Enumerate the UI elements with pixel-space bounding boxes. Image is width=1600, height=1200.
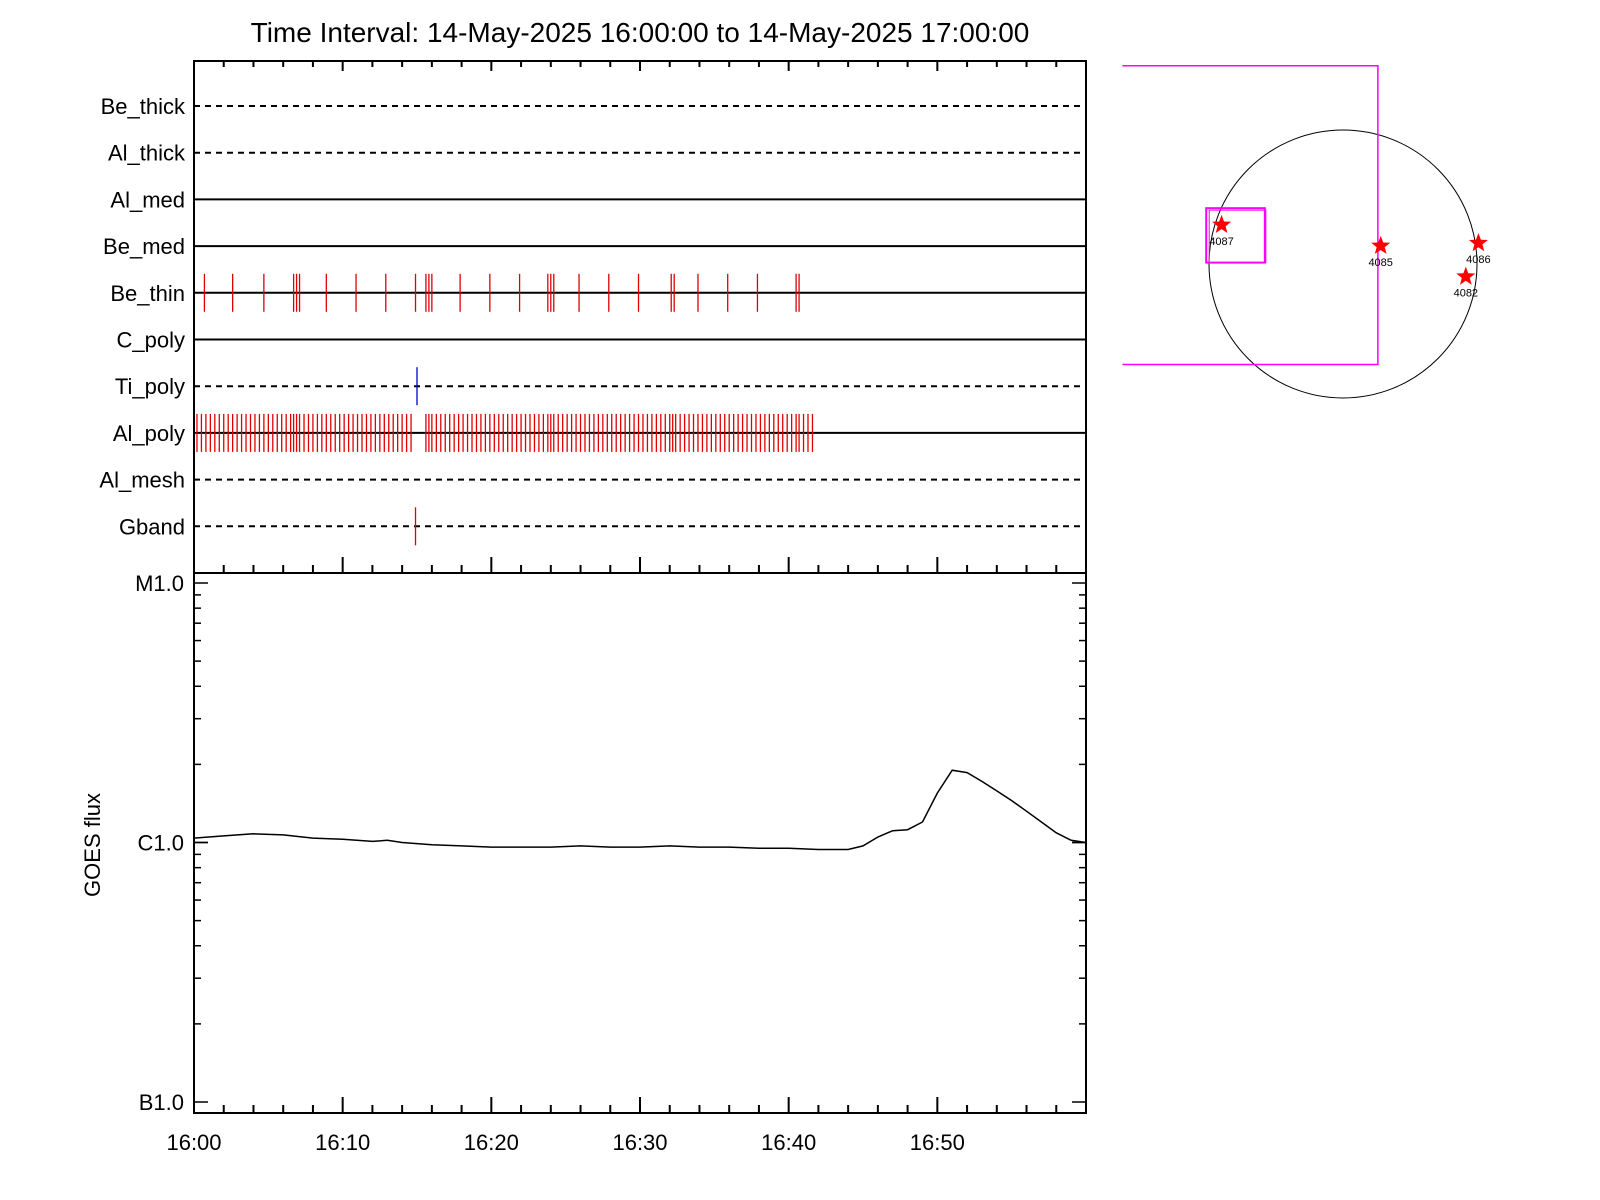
row-label-gband: Gband <box>119 514 185 539</box>
solar-disk-map: 4087 4085 4086 4082 <box>1122 65 1491 399</box>
small-fov-box-inner <box>1208 209 1267 264</box>
active-region-label-4086: 4086 <box>1466 254 1490 266</box>
active-region-label-4085: 4085 <box>1368 257 1392 269</box>
active-region-star-4085 <box>1371 235 1391 254</box>
goes-frame <box>193 572 1087 1114</box>
goes-flux-line <box>193 769 1087 851</box>
row-label-al-med: Al_med <box>110 187 185 212</box>
row-label-c-poly: C_poly <box>117 328 185 353</box>
active-region-star-4086 <box>1468 233 1488 252</box>
active-region-star-4082 <box>1456 266 1476 285</box>
solar-disk <box>1208 129 1478 399</box>
row-label-be-thin: Be_thin <box>110 281 185 306</box>
goes-y-axis-label: GOES flux <box>80 793 105 897</box>
x-tick-label: 16:10 <box>315 1130 370 1155</box>
field-of-view-box <box>1122 65 1379 366</box>
chart-title: Time Interval: 14-May-2025 16:00:00 to 1… <box>251 17 1030 48</box>
row-label-al-poly: Al_poly <box>113 421 185 446</box>
row-label-ti-poly: Ti_poly <box>115 374 185 399</box>
row-label-al-thick: Al_thick <box>108 141 186 166</box>
y-tick-label: C1.0 <box>138 831 184 856</box>
x-tick-label: 16:30 <box>612 1130 667 1155</box>
x-tick-label: 16:00 <box>166 1130 221 1155</box>
x-tick-label: 16:50 <box>910 1130 965 1155</box>
x-tick-label: 16:40 <box>761 1130 816 1155</box>
row-label-be-med: Be_med <box>103 234 185 259</box>
y-tick-label: B1.0 <box>139 1090 184 1115</box>
row-label-al-mesh: Al_mesh <box>99 468 185 493</box>
goes-flux-panel: 16:00 16:10 16:20 16:30 16:40 16:50 M1.0 C1.0 B1… <box>135 557 1087 1155</box>
y-tick-label: M1.0 <box>135 571 184 596</box>
active-region-label-4082: 4082 <box>1454 288 1478 300</box>
instrument-timeline-panel: Be_thick Al_thick Al_med Be_med Be_thin C_pol… <box>99 60 1087 574</box>
row-label-be-thick: Be_thick <box>101 94 186 119</box>
active-region-label-4087: 4087 <box>1209 236 1233 248</box>
active-region-star-4087 <box>1212 214 1232 233</box>
timeline-frame <box>193 60 1087 574</box>
x-tick-label: 16:20 <box>464 1130 519 1155</box>
